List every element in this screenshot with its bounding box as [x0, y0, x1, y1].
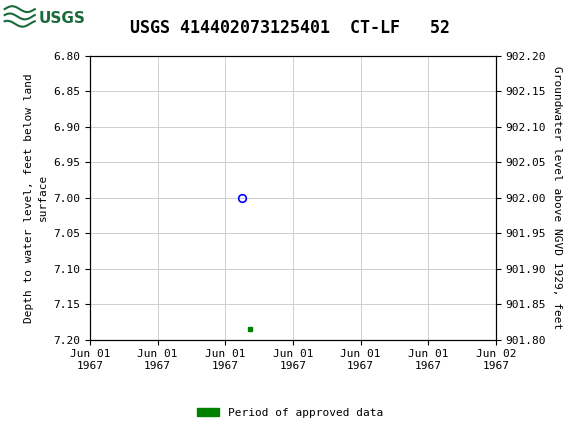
Bar — [3, 2, 67, 35]
Text: USGS 414402073125401  CT-LF   52: USGS 414402073125401 CT-LF 52 — [130, 19, 450, 37]
Y-axis label: Depth to water level, feet below land
surface: Depth to water level, feet below land su… — [24, 73, 48, 322]
Text: USGS: USGS — [39, 11, 86, 26]
Y-axis label: Groundwater level above NGVD 1929, feet: Groundwater level above NGVD 1929, feet — [552, 66, 561, 329]
Legend: Period of approved data: Period of approved data — [193, 403, 387, 422]
